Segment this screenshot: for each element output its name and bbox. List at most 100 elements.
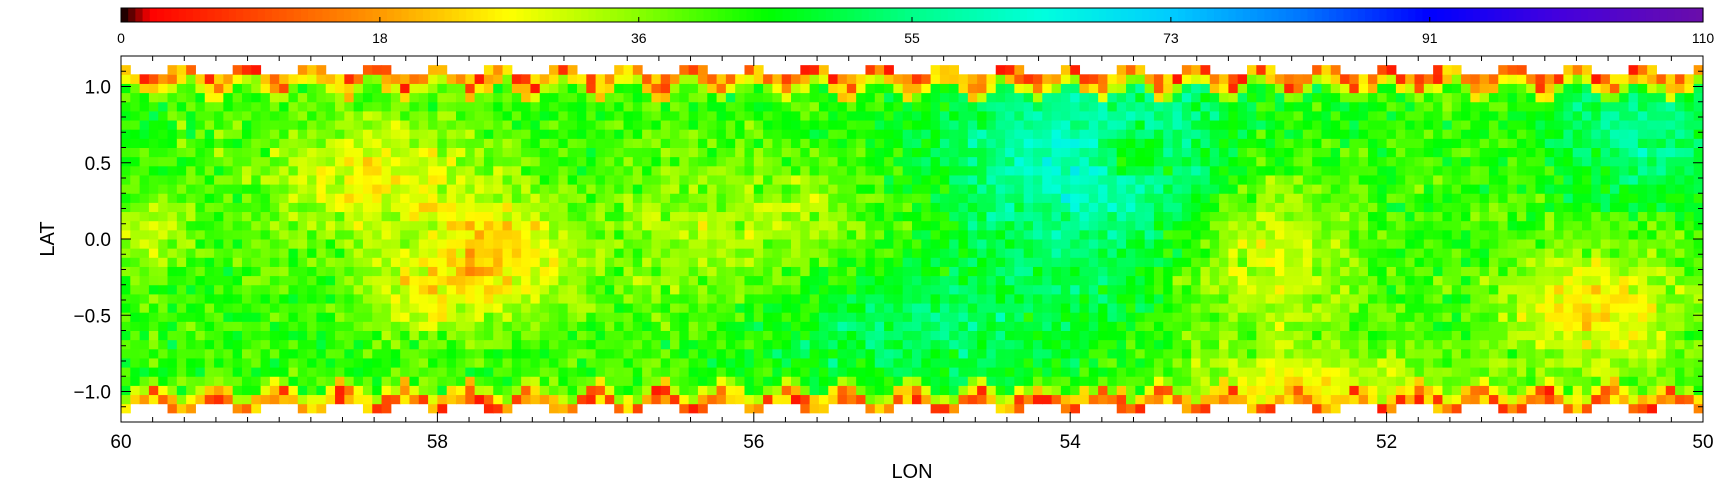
heatmap-cell [307, 184, 317, 194]
heatmap-cell [1294, 83, 1304, 93]
heatmap-cell [596, 184, 606, 194]
heatmap-cell [168, 166, 178, 176]
heatmap-cell [577, 385, 587, 395]
heatmap-cell [316, 257, 326, 267]
heatmap-cell [707, 312, 717, 322]
heatmap-cell [1191, 358, 1201, 368]
heatmap-cell [1266, 138, 1276, 148]
heatmap-cell [977, 248, 987, 258]
heatmap-cell [540, 257, 550, 267]
heatmap-cell [298, 303, 308, 313]
heatmap-cell [707, 230, 717, 240]
heatmap-cell [744, 294, 754, 304]
heatmap-cell [1154, 367, 1164, 377]
heatmap-cell [177, 239, 187, 249]
heatmap-cell [614, 157, 624, 167]
heatmap-cell [344, 349, 354, 359]
heatmap-cell [242, 349, 252, 359]
heatmap-cell [344, 83, 354, 93]
heatmap-cell [968, 266, 978, 276]
colorbar-tick-label: 91 [1422, 30, 1438, 46]
heatmap-cell [437, 331, 447, 341]
heatmap-cell [1256, 129, 1266, 139]
heatmap-cell [1107, 385, 1117, 395]
heatmap-cell [233, 266, 243, 276]
heatmap-cell [754, 120, 764, 130]
heatmap-cell [651, 148, 661, 158]
heatmap-cell [1163, 202, 1173, 212]
heatmap-cell [828, 230, 838, 240]
heatmap-cell [1080, 239, 1090, 249]
heatmap-cell [521, 276, 531, 286]
heatmap-cell [391, 221, 401, 231]
heatmap-cell [1061, 175, 1071, 185]
heatmap-cell [1284, 74, 1294, 84]
heatmap-cell [456, 230, 466, 240]
heatmap-cell [1247, 65, 1257, 75]
heatmap-cell [661, 266, 671, 276]
heatmap-cell [735, 93, 745, 103]
heatmap-cell [1145, 367, 1155, 377]
heatmap-cell [372, 349, 382, 359]
heatmap-cell [456, 202, 466, 212]
heatmap-cell [121, 93, 131, 103]
heatmap-cell [633, 102, 643, 112]
heatmap-cell [1256, 321, 1266, 331]
heatmap-cell [307, 285, 317, 295]
heatmap-cell [326, 202, 336, 212]
heatmap-cell [624, 120, 634, 130]
heatmap-cell [633, 65, 643, 75]
heatmap-cell [875, 312, 885, 322]
heatmap-cell [326, 285, 336, 295]
heatmap-cell [512, 340, 522, 350]
heatmap-cell [428, 230, 438, 240]
heatmap-cell [903, 157, 913, 167]
heatmap-cell [1070, 276, 1080, 286]
heatmap-cell [447, 74, 457, 84]
heatmap-cell [670, 376, 680, 386]
heatmap-cell [1070, 138, 1080, 148]
heatmap-cell [586, 395, 596, 405]
heatmap-cell [279, 111, 289, 121]
heatmap-cell [493, 303, 503, 313]
heatmap-cell [1228, 349, 1238, 359]
heatmap-cell [940, 404, 950, 414]
heatmap-cell [447, 321, 457, 331]
colorbar-segment [193, 8, 201, 22]
heatmap-cell [1042, 83, 1052, 93]
heatmap-cell [1266, 285, 1276, 295]
heatmap-cell [1182, 331, 1192, 341]
colorbar-segment [926, 8, 934, 22]
heatmap-cell [670, 358, 680, 368]
heatmap-cell [1070, 266, 1080, 276]
heatmap-cell [251, 395, 261, 405]
heatmap-cell [307, 111, 317, 121]
heatmap-cell [409, 285, 419, 295]
heatmap-cell [986, 129, 996, 139]
heatmap-cell [1033, 184, 1043, 194]
heatmap-cell [819, 404, 829, 414]
heatmap-cell [307, 276, 317, 286]
heatmap-cell [1135, 111, 1145, 121]
colorbar-segment [1588, 8, 1596, 22]
heatmap-cell [372, 303, 382, 313]
heatmap-cell [400, 358, 410, 368]
heatmap-cell [810, 193, 820, 203]
heatmap-cell [884, 148, 894, 158]
heatmap-cell [1107, 212, 1117, 222]
heatmap-cell [735, 83, 745, 93]
heatmap-cell [856, 349, 866, 359]
heatmap-cell [1182, 312, 1192, 322]
heatmap-cell [168, 93, 178, 103]
heatmap-cell [810, 376, 820, 386]
heatmap-cell [679, 193, 689, 203]
heatmap-cell [986, 193, 996, 203]
heatmap-cell [828, 83, 838, 93]
heatmap-cell [838, 202, 848, 212]
heatmap-cell [642, 395, 652, 405]
heatmap-cell [1061, 193, 1071, 203]
heatmap-cell [205, 358, 215, 368]
heatmap-cell [521, 321, 531, 331]
heatmap-cell [223, 93, 233, 103]
heatmap-cell [1070, 239, 1080, 249]
